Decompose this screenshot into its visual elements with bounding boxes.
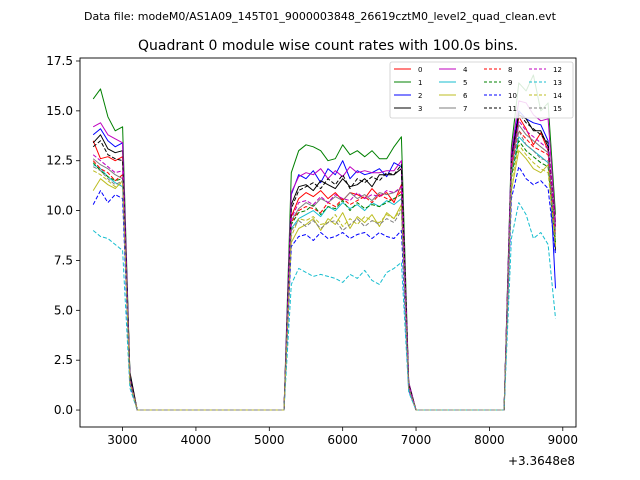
series-line-15 [92,130,556,411]
legend-label-4: 4 [463,66,468,74]
legend-label-1: 1 [418,79,422,87]
legend-label-8: 8 [508,66,512,74]
x-tick-label: 3000 [107,433,138,447]
legend-label-5: 5 [463,79,467,87]
chart-title: Quadrant 0 module wise count rates with … [138,38,518,54]
series-group [92,74,556,411]
plot-frame [79,57,577,428]
y-tick-label: 0.0 [54,403,73,417]
legend-label-12: 12 [553,66,562,74]
legend-label-6: 6 [463,92,468,100]
plot-area [79,57,577,428]
data-file-header: Data file: modeM0/AS1A09_145T01_90000038… [84,10,557,23]
legend-label-3: 3 [418,105,422,113]
y-tick-label: 5.0 [54,303,73,317]
y-axis: 0.0 2.5 5.0 7.5 10.0 12.5 15.0 17.5 [46,54,80,417]
x-tick-label: 5000 [254,433,285,447]
legend-label-7: 7 [463,105,467,113]
legend-label-10: 10 [508,92,517,100]
x-offset-label: +3.3648e8 [508,454,575,468]
y-tick-label: 7.5 [54,253,73,267]
legend-label-9: 9 [508,79,512,87]
x-tick-label: 4000 [181,433,212,447]
legend-label-15: 15 [553,105,562,113]
x-axis: 3000 4000 5000 6000 7000 8000 9000 [107,427,578,447]
legend-label-11: 11 [508,105,517,113]
x-tick-label: 7000 [401,433,432,447]
x-tick-label: 9000 [548,433,579,447]
y-tick-label: 15.0 [46,104,73,118]
legend-label-14: 14 [553,92,562,100]
legend-label-13: 13 [553,79,562,87]
legend-label-0: 0 [418,66,422,74]
legend-label-2: 2 [418,92,422,100]
y-tick-label: 12.5 [46,154,73,168]
y-tick-label: 10.0 [46,204,73,218]
x-tick-label: 8000 [474,433,505,447]
legend-frame [389,61,574,119]
y-tick-label: 2.5 [54,353,73,367]
x-tick-label: 6000 [327,433,358,447]
y-tick-label: 17.5 [46,54,73,68]
